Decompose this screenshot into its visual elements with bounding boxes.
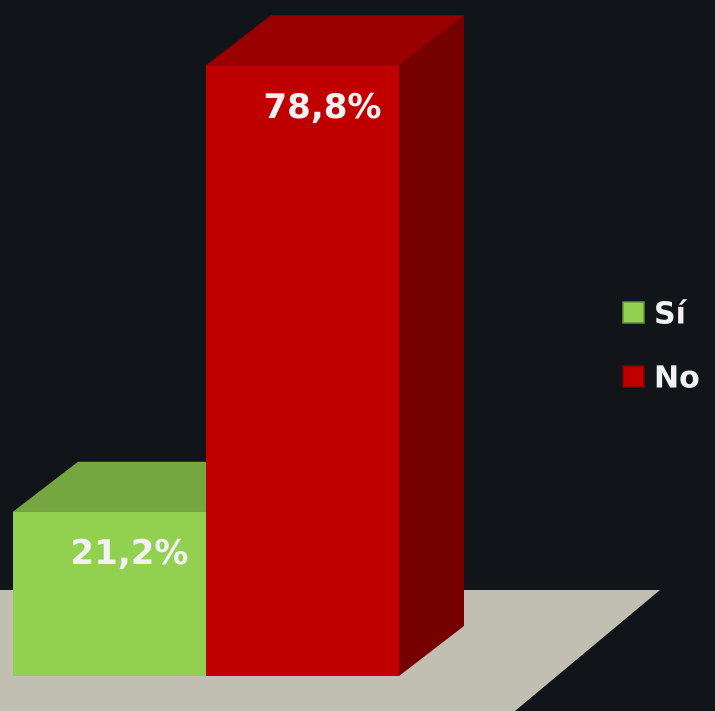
legend-label: Sí [654, 297, 688, 332]
bar [13, 511, 206, 676]
legend-label: No [654, 361, 700, 396]
legend-swatch [622, 365, 645, 388]
bar-side [399, 15, 464, 677]
bar [206, 65, 399, 677]
value-label: 78,8% [264, 87, 382, 127]
legend-swatch [622, 301, 645, 324]
value-label: 21,2% [71, 533, 189, 573]
bar-top [206, 15, 464, 66]
